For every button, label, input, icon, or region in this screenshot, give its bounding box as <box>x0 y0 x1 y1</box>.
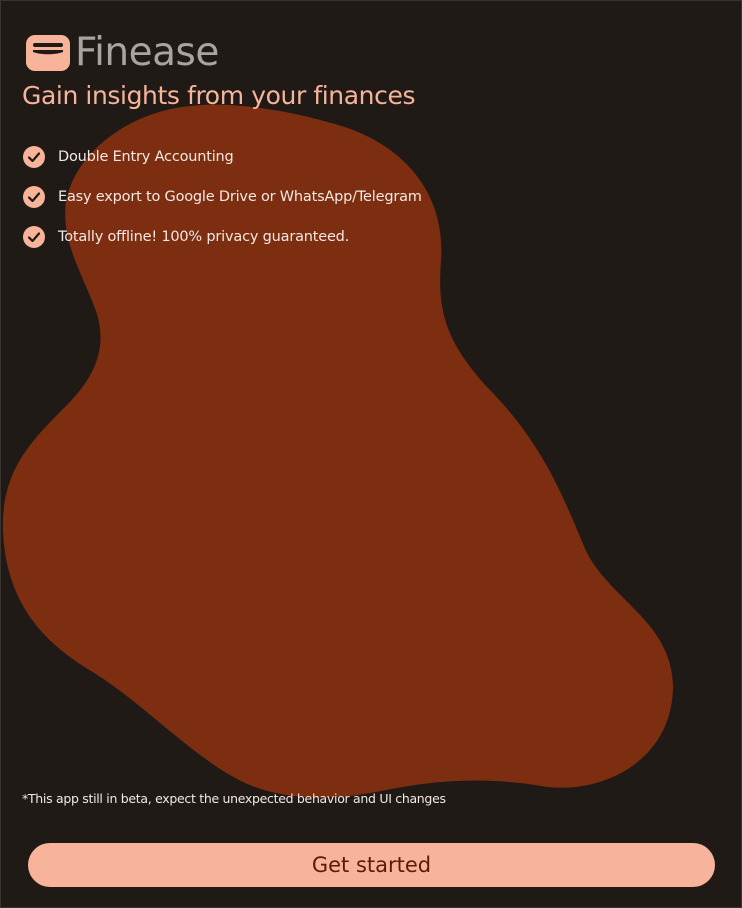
feature-item: Easy export to Google Drive or WhatsApp/… <box>23 186 422 208</box>
feature-label: Double Entry Accounting <box>58 149 234 165</box>
feature-list: Double Entry Accounting Easy export to G… <box>23 146 422 266</box>
feature-item: Double Entry Accounting <box>23 146 422 168</box>
feature-label: Easy export to Google Drive or WhatsApp/… <box>58 189 422 205</box>
app-name: Finease <box>75 30 219 75</box>
check-circle-icon <box>23 226 45 248</box>
check-circle-icon <box>23 186 45 208</box>
check-circle-icon <box>23 146 45 168</box>
beta-disclaimer: *This app still in beta, expect the unex… <box>22 791 446 806</box>
wallet-icon <box>26 35 70 71</box>
feature-label: Totally offline! 100% privacy guaranteed… <box>58 229 350 245</box>
tagline: Gain insights from your finances <box>22 81 416 110</box>
feature-item: Totally offline! 100% privacy guaranteed… <box>23 226 422 248</box>
get-started-button[interactable]: Get started <box>28 843 715 887</box>
app-header: Finease <box>25 29 219 77</box>
